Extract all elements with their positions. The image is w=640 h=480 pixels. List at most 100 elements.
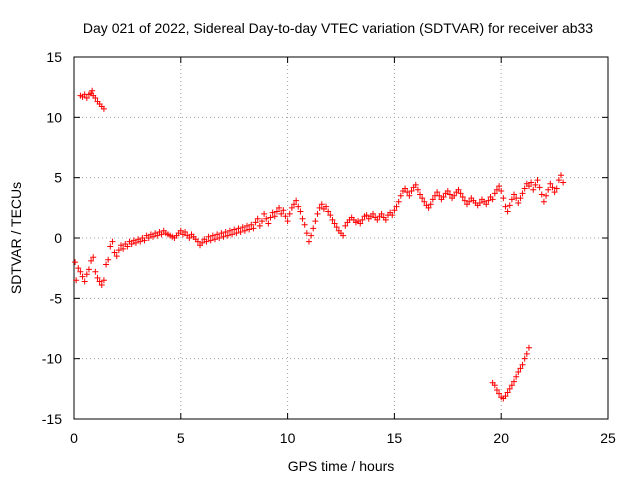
data-series bbox=[72, 87, 567, 402]
data-point bbox=[325, 208, 332, 215]
data-point bbox=[235, 225, 242, 232]
data-point bbox=[436, 192, 443, 199]
data-point bbox=[229, 231, 236, 238]
data-point bbox=[476, 200, 483, 207]
data-point bbox=[318, 201, 325, 208]
data-point bbox=[284, 218, 291, 225]
data-point bbox=[216, 235, 223, 241]
data-point bbox=[434, 189, 441, 196]
data-point bbox=[205, 233, 212, 240]
data-point bbox=[489, 196, 496, 203]
data-point bbox=[540, 198, 547, 205]
x-tick-label: 20 bbox=[493, 430, 509, 446]
data-point bbox=[124, 243, 131, 250]
data-point bbox=[525, 344, 532, 351]
data-point bbox=[252, 219, 259, 226]
data-point bbox=[459, 193, 466, 200]
data-point bbox=[543, 192, 550, 199]
data-point bbox=[493, 186, 500, 193]
data-point bbox=[293, 197, 300, 204]
data-point bbox=[521, 355, 528, 362]
data-point bbox=[96, 278, 103, 285]
y-tick-label: 0 bbox=[54, 230, 62, 246]
data-point bbox=[263, 215, 270, 222]
data-point bbox=[382, 216, 389, 223]
data-point bbox=[316, 204, 323, 211]
data-point bbox=[276, 204, 283, 211]
data-point bbox=[301, 221, 308, 228]
data-point bbox=[525, 183, 532, 190]
data-point bbox=[286, 210, 293, 217]
data-point bbox=[258, 218, 265, 225]
data-point bbox=[273, 208, 280, 215]
data-point bbox=[203, 238, 210, 245]
data-point bbox=[269, 209, 276, 216]
data-point bbox=[498, 187, 505, 194]
data-point bbox=[508, 382, 515, 389]
data-point bbox=[511, 191, 518, 198]
data-point bbox=[141, 237, 148, 244]
data-point bbox=[323, 203, 330, 210]
data-point bbox=[547, 180, 554, 187]
data-point bbox=[150, 233, 157, 240]
data-point bbox=[451, 192, 458, 199]
data-point bbox=[303, 230, 310, 237]
data-point bbox=[282, 213, 289, 220]
data-point bbox=[342, 222, 349, 229]
data-point bbox=[406, 192, 413, 199]
data-point bbox=[528, 179, 535, 186]
data-point bbox=[558, 172, 565, 179]
data-point bbox=[521, 185, 528, 192]
data-point bbox=[128, 241, 135, 248]
data-point bbox=[75, 265, 82, 272]
data-point bbox=[98, 282, 105, 289]
data-point bbox=[224, 232, 231, 239]
data-point bbox=[504, 389, 511, 396]
data-point bbox=[115, 247, 122, 254]
data-point bbox=[241, 227, 248, 234]
data-point bbox=[402, 185, 409, 192]
data-point bbox=[237, 228, 244, 235]
data-point bbox=[233, 230, 240, 237]
data-point bbox=[553, 185, 560, 192]
data-point bbox=[111, 249, 118, 256]
data-point bbox=[256, 222, 263, 229]
data-point bbox=[391, 207, 398, 214]
data-point bbox=[414, 186, 421, 193]
data-point bbox=[109, 238, 116, 245]
x-tick-label: 10 bbox=[280, 430, 296, 446]
data-point bbox=[429, 196, 436, 203]
data-point bbox=[182, 228, 189, 235]
x-tick-label: 5 bbox=[177, 430, 185, 446]
data-point bbox=[254, 215, 261, 222]
data-point bbox=[297, 208, 304, 215]
data-point bbox=[446, 191, 453, 198]
data-point bbox=[357, 220, 364, 227]
data-point bbox=[218, 230, 225, 237]
data-point bbox=[158, 231, 165, 238]
x-tick-label: 0 bbox=[70, 430, 78, 446]
x-tick-label: 15 bbox=[387, 430, 403, 446]
data-point bbox=[132, 239, 139, 246]
data-point bbox=[389, 212, 396, 219]
data-point bbox=[291, 201, 298, 208]
series-main bbox=[72, 172, 567, 289]
data-point bbox=[519, 361, 526, 368]
data-point bbox=[506, 385, 513, 392]
data-point bbox=[271, 213, 278, 220]
data-point bbox=[485, 197, 492, 204]
axis-ticks bbox=[73, 56, 609, 420]
data-point bbox=[299, 215, 306, 222]
data-point bbox=[461, 197, 468, 204]
data-point bbox=[534, 177, 541, 184]
data-point bbox=[220, 233, 227, 240]
x-tick-label: 25 bbox=[600, 430, 616, 446]
data-point bbox=[103, 261, 110, 268]
data-point bbox=[288, 204, 295, 211]
data-point bbox=[329, 216, 336, 223]
data-point bbox=[77, 268, 84, 275]
data-point bbox=[374, 216, 381, 223]
data-point bbox=[120, 245, 127, 252]
data-point bbox=[295, 203, 302, 210]
